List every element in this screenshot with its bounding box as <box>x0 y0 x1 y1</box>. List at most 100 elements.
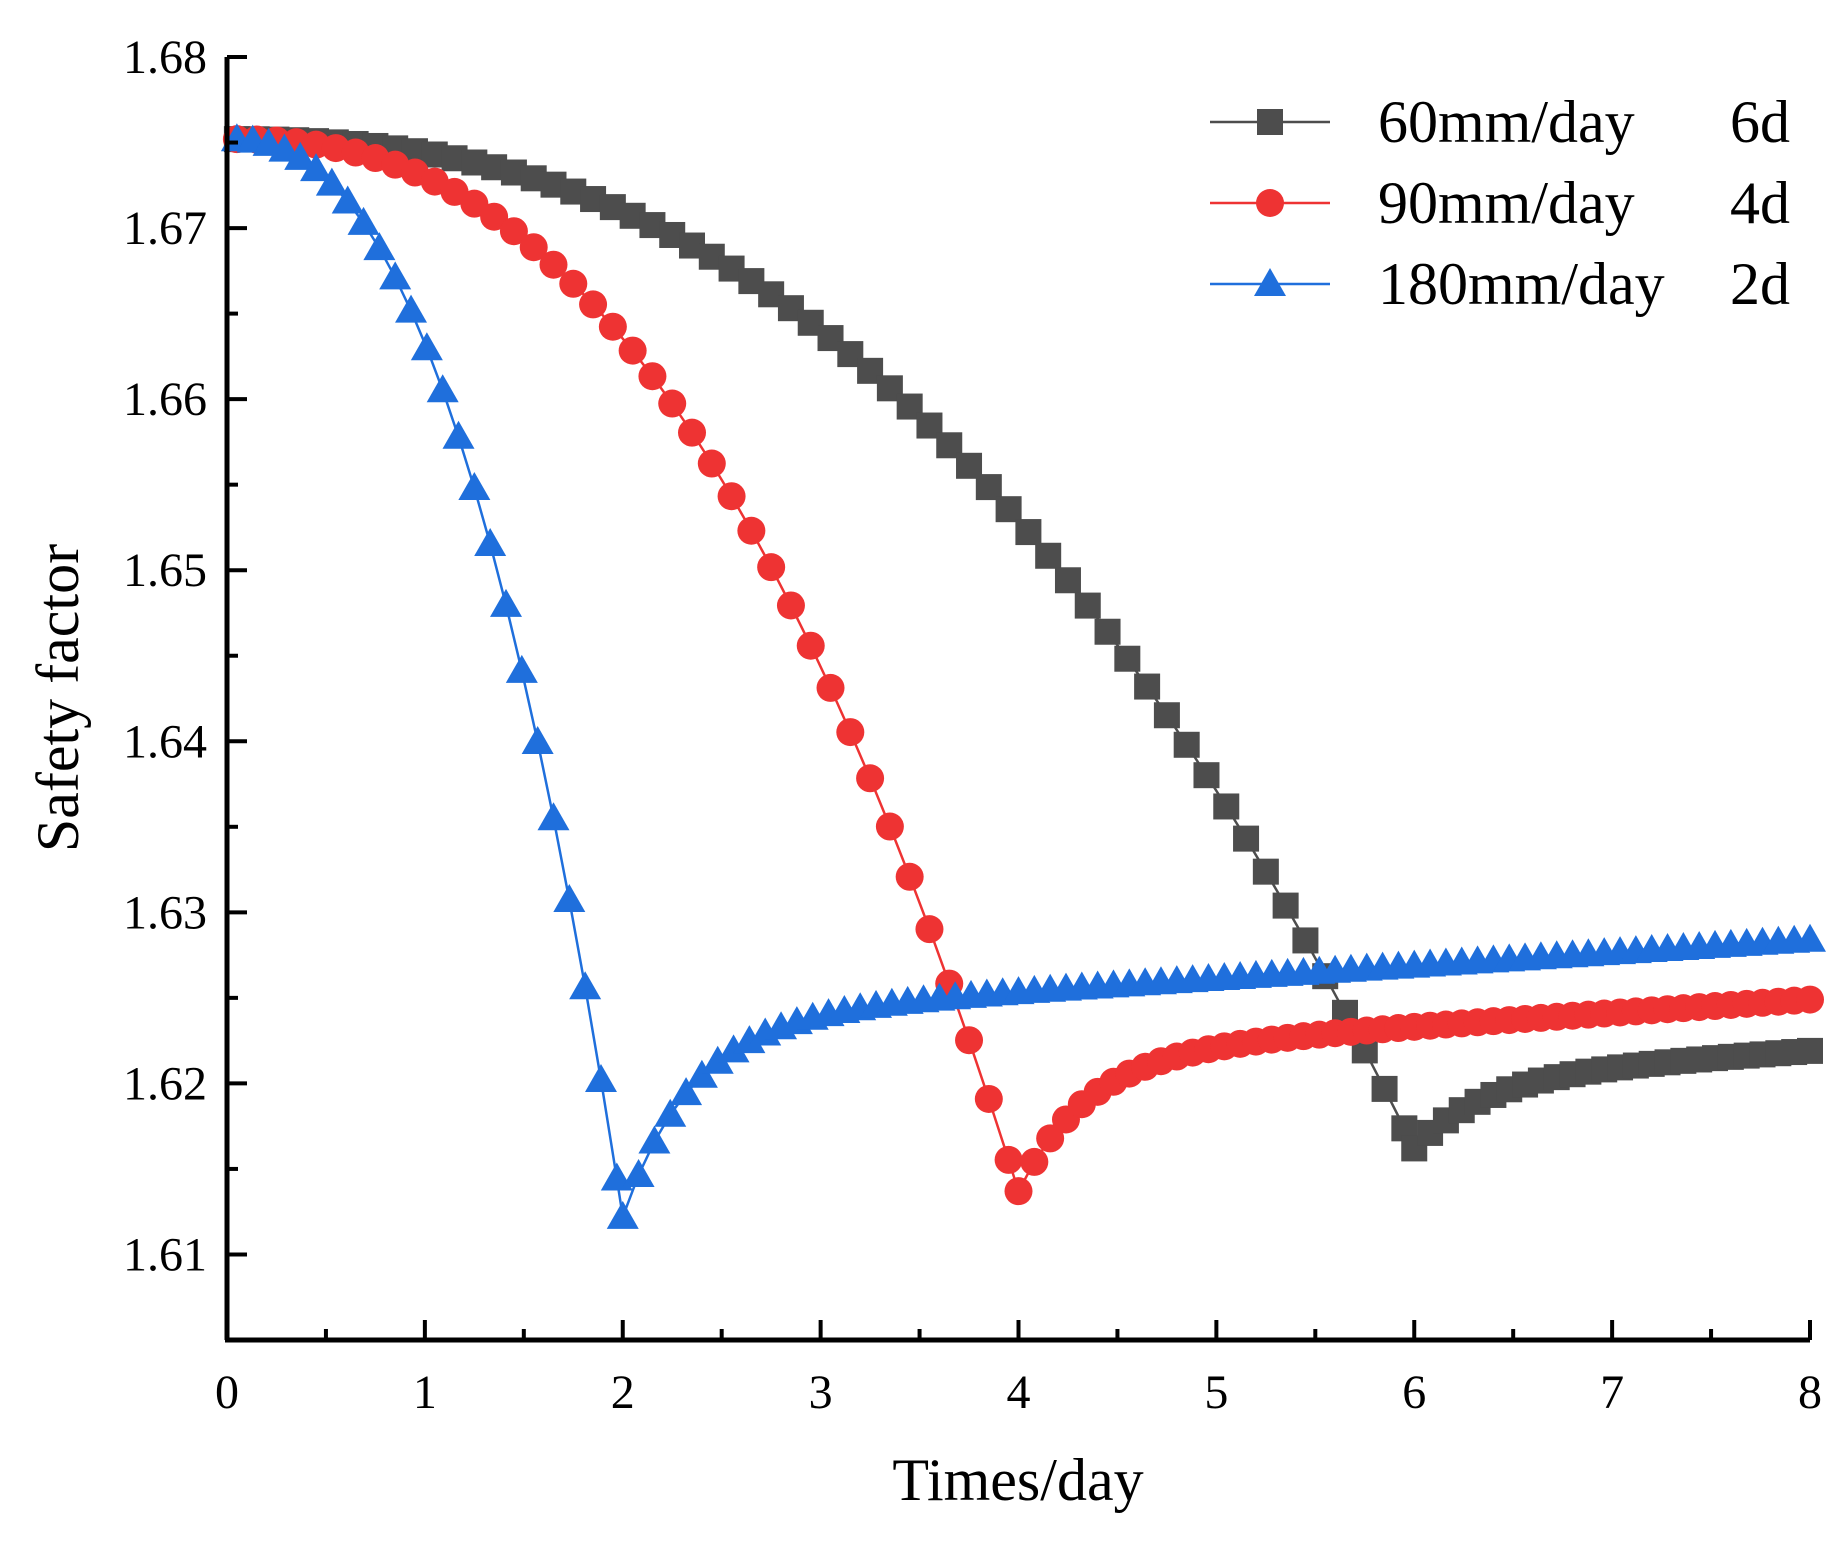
data-point <box>300 153 333 182</box>
data-point <box>915 915 944 944</box>
ticks: 0 1 2 3 4 5 6 7 8 1.61 1.62 1.63 1.64 1.65 1.66 1.67 1.6… <box>123 31 1822 1419</box>
data-point <box>974 1084 1003 1113</box>
x-tick-label: 7 <box>1600 1366 1624 1419</box>
data-point <box>757 553 786 582</box>
data-point <box>1153 702 1180 729</box>
data-point <box>480 202 509 231</box>
x-tick-label: 0 <box>215 1366 239 1419</box>
data-point <box>331 185 364 214</box>
data-point <box>505 654 538 683</box>
data-point <box>442 420 475 449</box>
data-point <box>569 971 602 1000</box>
x-tick-label: 2 <box>611 1366 635 1419</box>
data-point <box>1054 567 1081 594</box>
data-point <box>895 862 924 891</box>
data-point <box>638 1125 671 1154</box>
data-point <box>521 725 554 754</box>
legend-duration: 6d <box>1730 89 1790 155</box>
data-point <box>410 332 443 361</box>
data-point <box>654 1098 687 1127</box>
x-tick-label: 4 <box>1007 1366 1031 1419</box>
data-point <box>1213 793 1240 820</box>
data-point <box>618 336 647 365</box>
data-point <box>1794 923 1826 952</box>
x-tick-label: 5 <box>1204 1366 1228 1419</box>
data-point <box>836 718 865 747</box>
data-point <box>622 1159 655 1188</box>
data-point <box>474 527 507 556</box>
data-point <box>579 290 608 319</box>
data-point <box>717 1034 750 1063</box>
x-axis-title: Times/day <box>892 1447 1143 1513</box>
legend-label: 90mm/day <box>1378 170 1635 236</box>
data-point <box>553 884 586 913</box>
data-point <box>315 167 348 196</box>
data-point <box>638 362 667 391</box>
data-point <box>1004 1177 1033 1206</box>
x-tick-label: 3 <box>809 1366 833 1419</box>
data-point <box>1134 673 1161 700</box>
data-point <box>1233 825 1260 852</box>
data-point <box>670 1077 703 1106</box>
data-point <box>284 141 317 170</box>
y-tick-label: 1.64 <box>123 715 207 768</box>
data-point <box>268 133 301 162</box>
data-point <box>995 496 1022 523</box>
legend-label: 180mm/day <box>1378 251 1665 317</box>
data-point <box>816 673 845 702</box>
data-point <box>1193 762 1220 789</box>
x-tick-label: 8 <box>1798 1366 1822 1419</box>
legend-marker <box>1257 109 1283 135</box>
legend: 60mm/day 6d 90mm/day 4d 180mm/day 2d <box>1210 89 1790 317</box>
data-point <box>1252 858 1279 885</box>
data-point <box>395 294 428 323</box>
data-point <box>1020 1147 1049 1176</box>
data-point <box>1094 618 1121 645</box>
data-point <box>1015 519 1042 546</box>
data-point <box>875 812 904 841</box>
data-point <box>1796 985 1824 1014</box>
y-tick-label: 1.62 <box>123 1057 207 1110</box>
data-point <box>737 516 766 545</box>
y-axis-title: Safety factor <box>25 544 91 852</box>
data-point <box>994 1145 1023 1174</box>
x-tick-label: 6 <box>1402 1366 1426 1419</box>
data-point <box>685 1059 718 1088</box>
data-point <box>776 591 805 620</box>
data-point <box>678 418 707 447</box>
data-point <box>519 233 548 262</box>
data-point <box>733 1025 766 1054</box>
data-point <box>955 1026 984 1055</box>
data-point <box>856 764 885 793</box>
y-tick-label: 1.67 <box>123 202 207 255</box>
data-point <box>426 374 459 403</box>
axes <box>224 57 1810 1343</box>
data-point <box>658 389 687 418</box>
series-circle <box>222 125 1824 1206</box>
data-point <box>796 631 825 660</box>
data-point <box>697 449 726 478</box>
data-point <box>1292 927 1319 954</box>
data-point <box>717 482 746 511</box>
data-point <box>1173 731 1200 758</box>
series-layer <box>220 123 1826 1229</box>
data-point <box>499 217 528 246</box>
y-tick-label: 1.66 <box>123 373 207 426</box>
y-tick-label: 1.68 <box>123 31 207 84</box>
data-point <box>537 802 570 831</box>
series-triangle <box>220 123 1826 1229</box>
data-point <box>460 189 489 218</box>
data-point <box>1114 645 1141 672</box>
data-point <box>363 232 396 261</box>
data-point <box>347 206 380 235</box>
data-point <box>1371 1075 1398 1102</box>
legend-duration: 2d <box>1730 251 1790 317</box>
y-tick-label: 1.65 <box>123 544 207 597</box>
data-point <box>1797 1037 1823 1064</box>
legend-marker <box>1254 268 1286 296</box>
y-tick-label: 1.63 <box>123 886 207 939</box>
x-tick-label: 1 <box>413 1366 437 1419</box>
data-point <box>1036 1124 1065 1153</box>
data-point <box>559 269 588 298</box>
